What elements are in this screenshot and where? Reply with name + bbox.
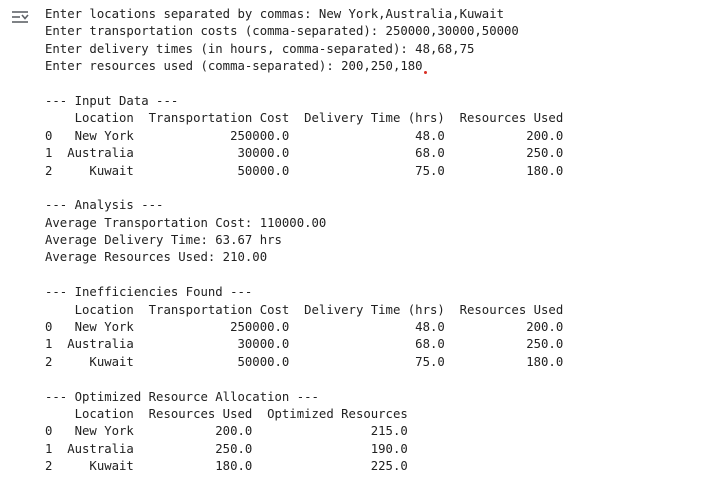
text-cursor bbox=[423, 71, 427, 75]
output-line-locations-prompt: Enter locations separated by commas: New… bbox=[45, 7, 505, 21]
output-text: Enter locations separated by commas: New… bbox=[45, 6, 563, 476]
output-blank-line bbox=[45, 76, 563, 93]
inefficiencies-table-row: 1 Australia 30000.0 68.0 250.0 bbox=[45, 337, 564, 352]
optimized-table-row: 1 Australia 250.0 190.0 bbox=[45, 441, 408, 456]
optimized-table-row: 2 Kuwait 180.0 225.0 bbox=[45, 459, 408, 474]
output-line-resources-prompt: Enter resources used (comma-separated): … bbox=[45, 58, 563, 75]
average-delivery-time: Average Delivery Time: 63.67 hrs bbox=[45, 233, 282, 248]
optimized-table-row: 0 New York 200.0 215.0 bbox=[45, 424, 408, 439]
inefficiencies-table-header: Location Transportation Cost Delivery Ti… bbox=[45, 302, 564, 317]
output-line-delivery-prompt: Enter delivery times (in hours, comma-se… bbox=[45, 41, 475, 56]
input-data-table-row: 2 Kuwait 50000.0 75.0 180.0 bbox=[45, 163, 564, 178]
output-toggle-icon[interactable] bbox=[9, 7, 31, 29]
input-data-table-row: 0 New York 250000.0 48.0 200.0 bbox=[45, 128, 564, 143]
input-data-table-row: 1 Australia 30000.0 68.0 250.0 bbox=[45, 146, 564, 161]
input-data-heading: --- Input Data --- bbox=[45, 93, 179, 108]
inefficiencies-table-row: 0 New York 250000.0 48.0 200.0 bbox=[45, 320, 564, 335]
inefficiencies-table-row: 2 Kuwait 50000.0 75.0 180.0 bbox=[45, 354, 564, 369]
optimized-allocation-heading: --- Optimized Resource Allocation --- bbox=[45, 389, 319, 404]
output-line-costs-prompt: Enter transportation costs (comma-separa… bbox=[45, 24, 519, 39]
optimized-table-header: Location Resources Used Optimized Resour… bbox=[45, 406, 408, 421]
output-blank-line bbox=[45, 267, 563, 284]
inefficiencies-heading: --- Inefficiencies Found --- bbox=[45, 285, 253, 300]
analysis-heading: --- Analysis --- bbox=[45, 198, 164, 213]
input-data-table-header: Location Transportation Cost Delivery Ti… bbox=[45, 111, 564, 126]
output-blank-line bbox=[45, 371, 563, 388]
average-resources-used: Average Resources Used: 210.00 bbox=[45, 250, 268, 265]
output-blank-line bbox=[45, 180, 563, 197]
resources-prompt-text: Enter resources used (comma-separated): … bbox=[45, 59, 423, 74]
average-transport-cost: Average Transportation Cost: 110000.00 bbox=[45, 215, 327, 230]
